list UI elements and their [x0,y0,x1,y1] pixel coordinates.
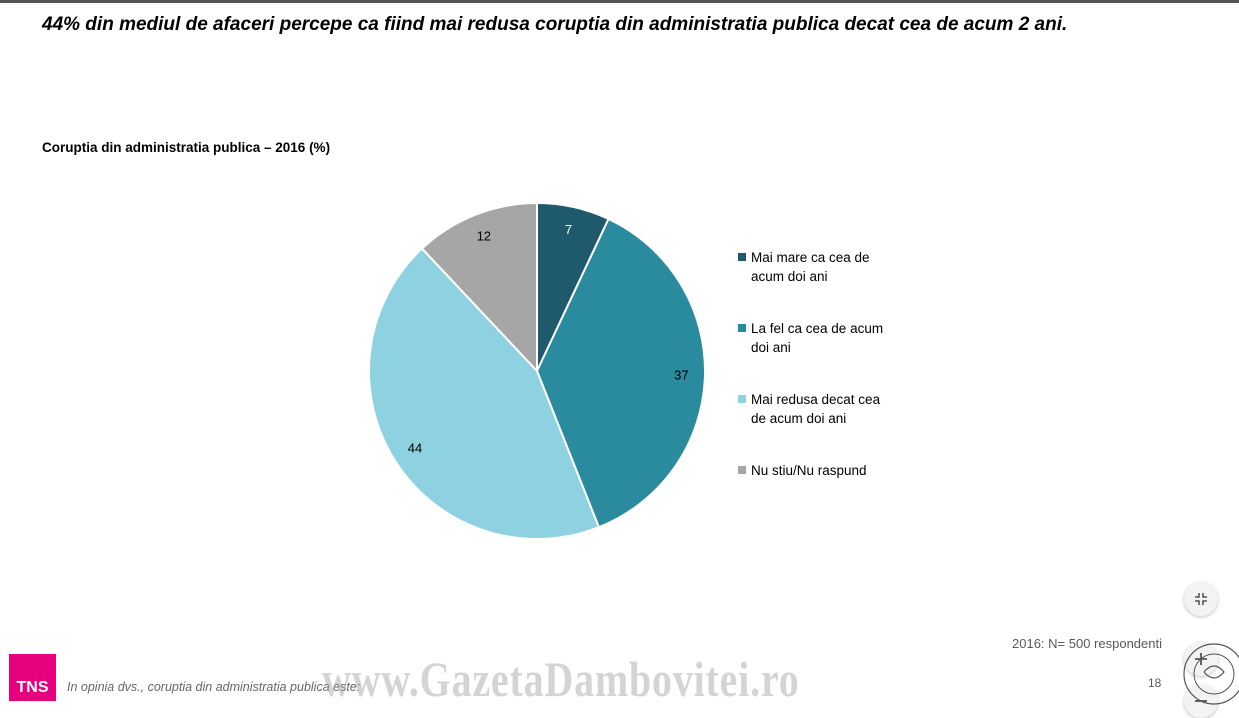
legend-label: acum doi ani [751,269,828,284]
pie-slice-label-3: 12 [477,229,491,244]
chamber-seal-logo [1183,643,1239,705]
tns-logo: TNS [9,654,56,701]
legend-item-0: Mai mare ca cea de acum doi ani [738,248,913,286]
sample-note: 2016: N= 500 respondenti [1012,636,1162,651]
legend-swatch [738,253,746,261]
chart-title: Coruptia din administratia publica – 201… [42,140,331,155]
pie-slice-3 [420,201,538,374]
legend-label: de acum doi ani [751,411,847,426]
legend-item-2: Mai redusa decat cea de acum doi ani [738,390,913,428]
watermark: www.GazetaDambovitei.ro [322,651,800,707]
headline: 44% din mediul de afaceri percepe ca fii… [42,14,1068,35]
legend-swatch [738,395,746,403]
top-border [0,0,1239,3]
legend-swatch [738,324,746,332]
legend-label: doi ani [751,340,791,355]
pie-slice-2 [368,247,601,540]
collapse-icon [1195,593,1207,605]
page-number: 18 [1148,676,1162,690]
legend-label: Mai redusa decat cea [751,392,881,407]
legend-item-1: La fel ca cea de acum doi ani [738,319,913,357]
pie-chart: 7 37 44 12 [368,201,706,540]
legend-item-3: Nu stiu/Nu raspund [738,461,913,480]
pie-slice-label-2: 44 [408,440,422,455]
legend-label: La fel ca cea de acum [751,321,884,336]
pie-slice-label-0: 7 [565,222,572,237]
pie-slice-1 [535,217,706,529]
legend-label: Nu stiu/Nu raspund [751,463,867,478]
question-text: In opinia dvs., coruptia din administrat… [67,680,361,694]
legend-label: Mai mare ca cea de [751,250,870,265]
chart-legend: Mai mare ca cea de acum doi ani La fel ca … [738,248,913,480]
legend-swatch [738,466,746,474]
pie-slice-label-1: 37 [674,368,688,383]
collapse-button[interactable] [1184,582,1218,616]
